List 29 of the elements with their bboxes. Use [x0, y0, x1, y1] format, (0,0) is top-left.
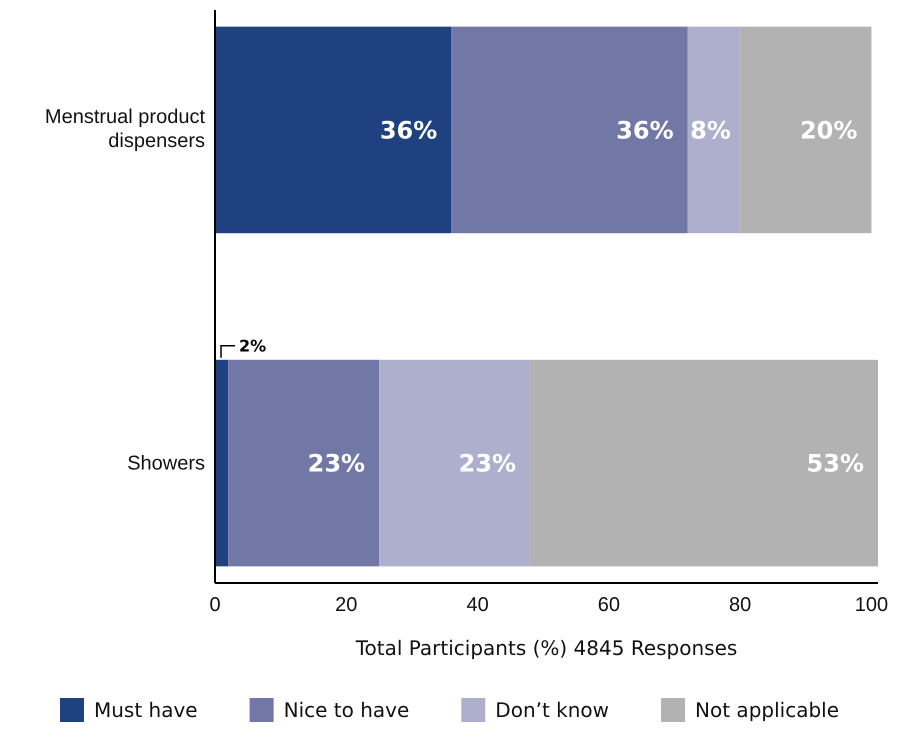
x-tick-label: 80 — [729, 594, 752, 616]
bar — [215, 360, 228, 566]
legend-label: Don’t know — [495, 698, 610, 722]
x-tick-label: 20 — [335, 594, 358, 616]
y-tick-label: Menstrual product dispensers — [44, 106, 206, 152]
x-tick-label: 100 — [854, 594, 888, 616]
data-label: 53% — [806, 449, 864, 478]
bar — [530, 360, 878, 566]
bar — [451, 26, 688, 234]
x-tick-label: 40 — [466, 594, 489, 616]
bar — [379, 360, 530, 566]
data-label: 23% — [308, 449, 366, 478]
bar — [215, 26, 452, 234]
x-axis-title: Total Participants (%) 4845 Responses — [354, 636, 738, 660]
bar — [688, 26, 740, 234]
data-label: 20% — [800, 116, 858, 144]
bar — [740, 26, 872, 234]
y-tick-label: Showers — [127, 452, 205, 474]
data-label: 8% — [690, 116, 731, 144]
legend-label: Nice to have — [284, 698, 410, 722]
data-label: 23% — [458, 449, 516, 478]
data-label: 36% — [616, 116, 674, 144]
x-tick-label: 0 — [209, 594, 221, 616]
bar — [228, 360, 380, 566]
data-label: 36% — [380, 116, 438, 144]
x-tick-label: 60 — [598, 594, 620, 616]
legend-label: Must have — [94, 698, 198, 722]
legend-label: Not applicable — [695, 698, 840, 722]
data-label: 2% — [239, 336, 266, 356]
